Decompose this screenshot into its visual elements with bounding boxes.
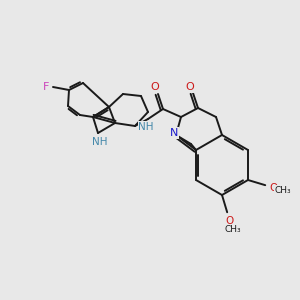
Text: CH₃: CH₃ [274,186,291,195]
Text: NH: NH [138,122,154,132]
Text: CH₃: CH₃ [224,225,241,234]
Text: O: O [270,183,278,193]
Text: F: F [43,82,49,92]
Text: NH: NH [92,137,108,147]
Text: O: O [186,82,194,92]
Text: O: O [151,82,159,92]
Text: O: O [226,216,234,226]
Text: N: N [170,128,178,138]
